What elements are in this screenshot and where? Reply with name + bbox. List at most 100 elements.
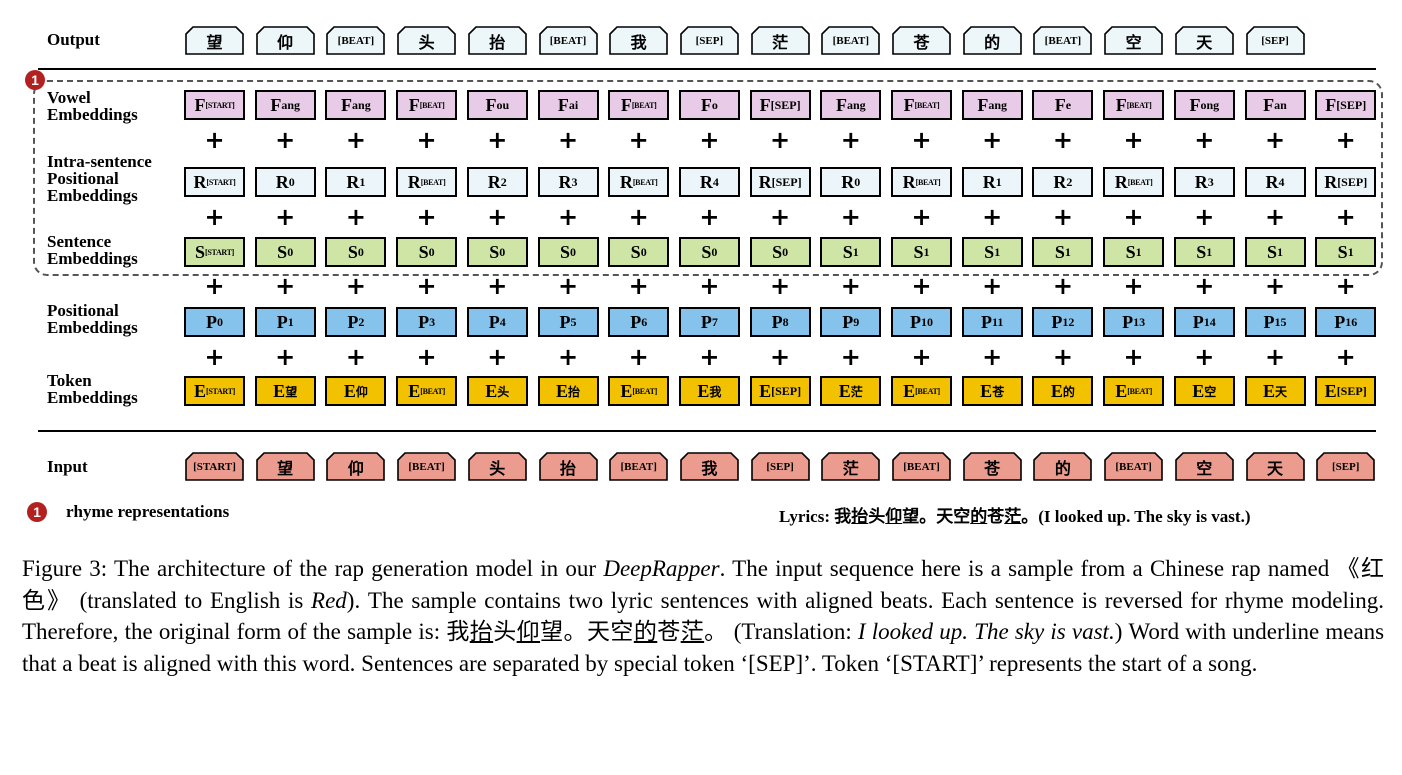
plus-sign: + — [487, 126, 508, 154]
output-token-14: 天 — [1174, 26, 1234, 55]
plus-sign: + — [416, 343, 437, 371]
plus-sign: + — [1335, 343, 1356, 371]
output-token-row: 望仰 [BEAT] 头抬 [BEAT] 我 [SEP] 茫 [BEAT] 苍的 [BEAT] 空天 [… — [0, 26, 1402, 56]
input-token-3: [BEAT] — [397, 452, 456, 481]
plus-sign: + — [699, 126, 720, 154]
output-token-15: [SEP] — [1245, 26, 1305, 55]
lyrics-chars: 我抬头仰望。天空的苍茫。 — [834, 507, 1038, 526]
figure-caption: Figure 3: The architecture of the rap ge… — [22, 556, 1385, 676]
vowel-embedding-10: F [BEAT] — [891, 90, 952, 120]
input-token-1: 望 — [255, 452, 315, 481]
positional-embedding-12: P 12 — [1032, 307, 1094, 337]
plus-sign: + — [487, 343, 508, 371]
lyric-char: 的 — [633, 619, 658, 644]
plus-sign: + — [204, 126, 225, 154]
plus-sign: + — [345, 272, 366, 300]
plus-sign: + — [628, 343, 649, 371]
plus-sign: + — [557, 272, 579, 300]
plus-sign: + — [628, 203, 649, 231]
lyric-char: 天 — [936, 507, 954, 526]
output-token-13: 空 — [1104, 26, 1163, 55]
positional-embedding-15: P 15 — [1244, 307, 1306, 337]
plus-sign: + — [1052, 272, 1073, 300]
input-token-8: [SEP] — [750, 452, 810, 481]
lyric-char: 苍 — [987, 507, 1005, 526]
lyric-char: 空 — [610, 619, 634, 644]
input-token-row: [START] 望仰 [BEAT] 头抬 [BEAT] 我 [SEP] 茫 [BEAT] 苍的 [B… — [0, 452, 1402, 482]
token-embedding-3: E [BEAT] — [396, 376, 458, 406]
intra-embedding-0: R [START] — [184, 167, 245, 197]
plus-sign: + — [416, 272, 437, 300]
token-label: Token Embeddings — [47, 371, 138, 407]
token-embedding-13: E [BEAT] — [1103, 376, 1165, 406]
lyric-char: 头 — [493, 619, 517, 644]
token-embedding-16: E [SEP] — [1315, 376, 1377, 406]
input-token-11: 苍 — [962, 452, 1022, 481]
output-token-0: 望 — [185, 26, 244, 55]
plus-sign: + — [911, 203, 932, 231]
plus-sign: + — [487, 272, 508, 300]
positional-embedding-13: P 13 — [1103, 307, 1165, 337]
output-token-4: 抬 — [467, 26, 527, 55]
legend-text: rhyme representations — [66, 502, 230, 521]
plus-sign: + — [840, 203, 861, 231]
plus-sign: + — [770, 272, 791, 300]
vowel-embedding-8: F [SEP] — [749, 90, 811, 120]
plus-sign: + — [840, 343, 861, 371]
plus-sign: + — [204, 272, 225, 300]
plus-sign: + — [840, 126, 861, 154]
top-divider — [38, 68, 1376, 70]
lyric-char: 茫 — [680, 619, 705, 644]
plus-sign: + — [699, 203, 720, 231]
lyric-char: 。 — [1021, 507, 1039, 526]
lyric-char: 我 — [446, 619, 470, 644]
lyric-char: 抬 — [469, 619, 494, 644]
lyric-char: 头 — [868, 507, 886, 526]
plus-sign: + — [770, 203, 791, 231]
input-token-15: 天 — [1245, 452, 1305, 481]
plus-sign: + — [204, 203, 225, 231]
lyrics-prefix: Lyrics: — [779, 507, 835, 526]
output-token-10: 苍 — [892, 26, 951, 55]
intra-embedding-8: R [SEP] — [749, 167, 811, 197]
plus-sign: + — [1194, 203, 1215, 231]
plus-sign: + — [1194, 126, 1215, 154]
lyrics-translation: (I looked up. The sky is vast.) — [1038, 507, 1251, 526]
plus-sign: + — [982, 272, 1003, 300]
input-token-12: 的 — [1033, 452, 1093, 481]
vowel-embedding-0: F [START] — [184, 90, 245, 120]
plus-sign: + — [204, 343, 225, 371]
plus-sign: + — [1052, 343, 1073, 371]
plus-sign: + — [911, 343, 932, 371]
plus-sign: + — [911, 126, 932, 154]
plus-sign: + — [416, 203, 437, 231]
plus-sign: + — [416, 126, 437, 154]
plus-sign: + — [275, 203, 296, 231]
input-token-5: 抬 — [538, 452, 598, 481]
output-token-7: [SEP] — [680, 26, 739, 55]
legend-badge: 1 — [27, 502, 47, 522]
lyric-char: 仰 — [885, 507, 903, 526]
